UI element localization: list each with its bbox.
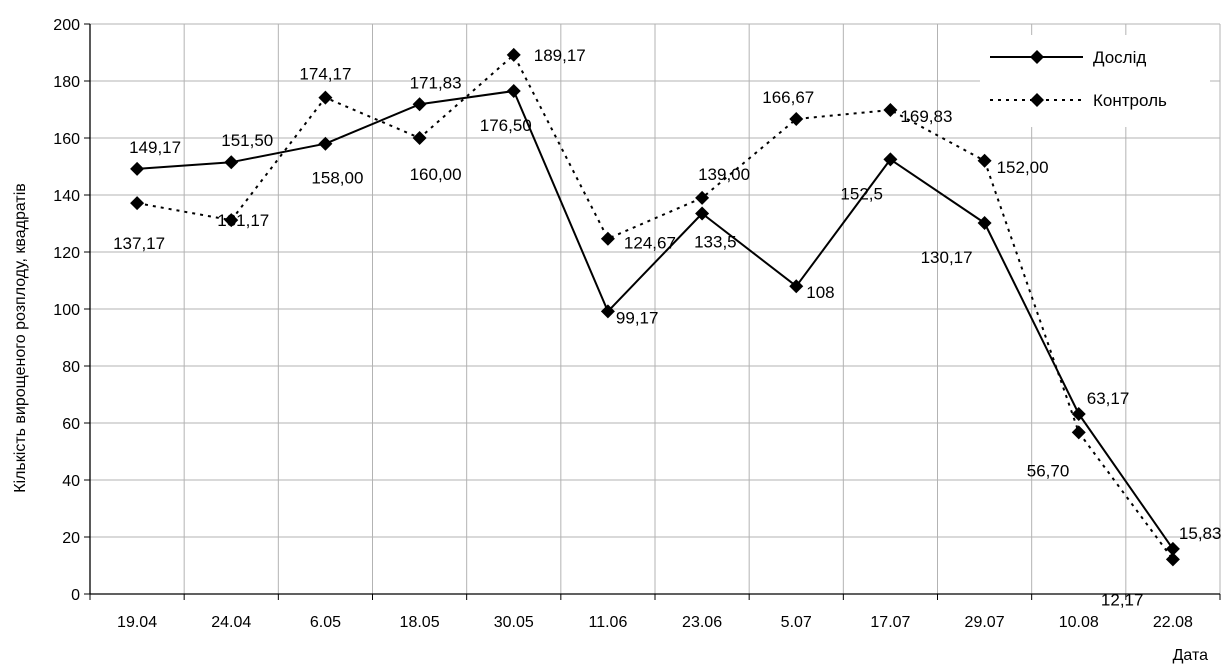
data-label-dosl-4: 176,50 — [480, 116, 532, 135]
marker-dosl-6 — [695, 206, 710, 221]
data-label-dosl-0: 149,17 — [129, 138, 181, 157]
x-tick-label-2: 6.05 — [310, 614, 341, 631]
series-line-dosl — [137, 90, 1174, 550]
x-tick-label-1: 24.04 — [211, 614, 251, 631]
marker-control-3 — [412, 131, 427, 145]
y-tick-label-8: 160 — [53, 131, 80, 148]
y-tick-label-1: 20 — [62, 530, 80, 547]
marker-control-0 — [130, 196, 145, 211]
marker-control-4 — [506, 47, 521, 62]
x-axis-title: Дата — [1173, 647, 1209, 664]
x-tick-label-11: 22.08 — [1153, 614, 1193, 631]
data-label-control-7: 166,67 — [762, 88, 814, 107]
y-tick-label-7: 140 — [53, 188, 80, 205]
marker-dosl-0 — [130, 161, 145, 176]
data-labels: 149,17 151,50 158,00 171,83 176,50 99,17 133,5… — [113, 46, 1221, 609]
x-tick-label-9: 29.07 — [965, 614, 1005, 631]
y-tick-label-4: 80 — [62, 359, 80, 376]
data-label-control-3: 160,00 — [410, 165, 462, 184]
marker-dosl-7 — [789, 279, 804, 294]
marker-control-10 — [1071, 425, 1086, 440]
data-label-control-11: 12,17 — [1101, 590, 1144, 609]
y-tick-label-9: 180 — [53, 74, 80, 91]
data-label-dosl-11: 15,83 — [1179, 524, 1222, 543]
x-tick-label-3: 18.05 — [400, 614, 440, 631]
data-label-dosl-1: 151,50 — [221, 131, 273, 150]
x-tick-label-7: 5.07 — [781, 614, 812, 631]
data-label-dosl-9: 130,17 — [921, 248, 973, 267]
grid-lines — [90, 23, 1221, 594]
y-tick-label-10: 200 — [53, 17, 80, 34]
data-label-control-9: 152,00 — [997, 158, 1049, 177]
marker-dosl-9 — [977, 216, 992, 231]
marker-control-5 — [600, 231, 615, 246]
data-label-control-8: 169,83 — [900, 107, 952, 126]
marker-control-8 — [883, 102, 898, 117]
y-tick-label-5: 100 — [53, 302, 80, 319]
legend: Дослід Контроль — [980, 35, 1210, 127]
y-tick-label-0: 0 — [71, 587, 80, 604]
data-label-control-2: 174,17 — [299, 65, 351, 84]
data-label-dosl-8: 152,5 — [840, 184, 883, 203]
data-label-dosl-3: 171,83 — [410, 73, 462, 92]
x-axis-ticks: 19.04 24.04 6.05 18.05 30.05 11.06 23.06 5.07 17… — [89, 594, 1221, 631]
marker-dosl-5 — [600, 304, 615, 319]
data-label-control-6: 139,00 — [698, 165, 750, 184]
marker-control-7 — [789, 111, 804, 126]
data-label-control-5: 124,67 — [624, 234, 676, 253]
data-label-dosl-2: 158,00 — [311, 169, 363, 188]
marker-dosl-4 — [506, 83, 521, 98]
x-tick-label-8: 17.07 — [870, 614, 910, 631]
marker-dosl-10 — [1071, 406, 1086, 421]
marker-control-9 — [977, 153, 992, 168]
y-tick-label-3: 60 — [62, 416, 80, 433]
data-label-dosl-10: 63,17 — [1087, 389, 1130, 408]
x-tick-label-10: 10.08 — [1059, 614, 1099, 631]
x-tick-label-5: 11.06 — [588, 614, 627, 631]
data-label-dosl-6: 133,5 — [694, 233, 737, 252]
data-label-control-10: 56,70 — [1027, 461, 1070, 480]
marker-control-2 — [318, 90, 333, 105]
legend-marker-control — [1030, 93, 1044, 107]
marker-dosl-2 — [318, 136, 333, 151]
marker-dosl-1 — [224, 155, 239, 170]
series-layer — [130, 47, 1180, 567]
x-tick-label-0: 19.04 — [117, 614, 157, 631]
legend-label-dosl: Дослід — [1093, 48, 1146, 67]
marker-control-1 — [224, 213, 239, 228]
marker-control-6 — [695, 190, 710, 205]
legend-marker-dosl — [1030, 50, 1044, 64]
data-label-dosl-5: 99,17 — [616, 308, 659, 327]
x-tick-label-6: 23.06 — [682, 614, 722, 631]
legend-background — [980, 35, 1210, 127]
marker-dosl-8 — [883, 152, 898, 167]
legend-label-control: Контроль — [1093, 91, 1167, 110]
data-label-control-0: 137,17 — [113, 234, 165, 253]
marker-dosl-11 — [1165, 541, 1180, 556]
marker-control-11 — [1165, 552, 1180, 567]
y-tick-label-2: 40 — [62, 473, 80, 490]
y-axis-title: Кількість вирощеного розплоду, квадратів — [12, 183, 29, 493]
y-tick-label-6: 120 — [53, 245, 80, 262]
series-line-control — [136, 53, 1174, 560]
marker-dosl-3 — [412, 97, 427, 112]
data-label-control-4: 189,17 — [534, 46, 586, 65]
y-axis-ticks: 0 20 40 60 80 100 120 140 160 180 200 — [53, 17, 90, 604]
data-label-dosl-7: 108 — [806, 283, 834, 302]
data-label-control-1: 131,17 — [217, 211, 269, 230]
x-tick-label-4: 30.05 — [494, 614, 534, 631]
